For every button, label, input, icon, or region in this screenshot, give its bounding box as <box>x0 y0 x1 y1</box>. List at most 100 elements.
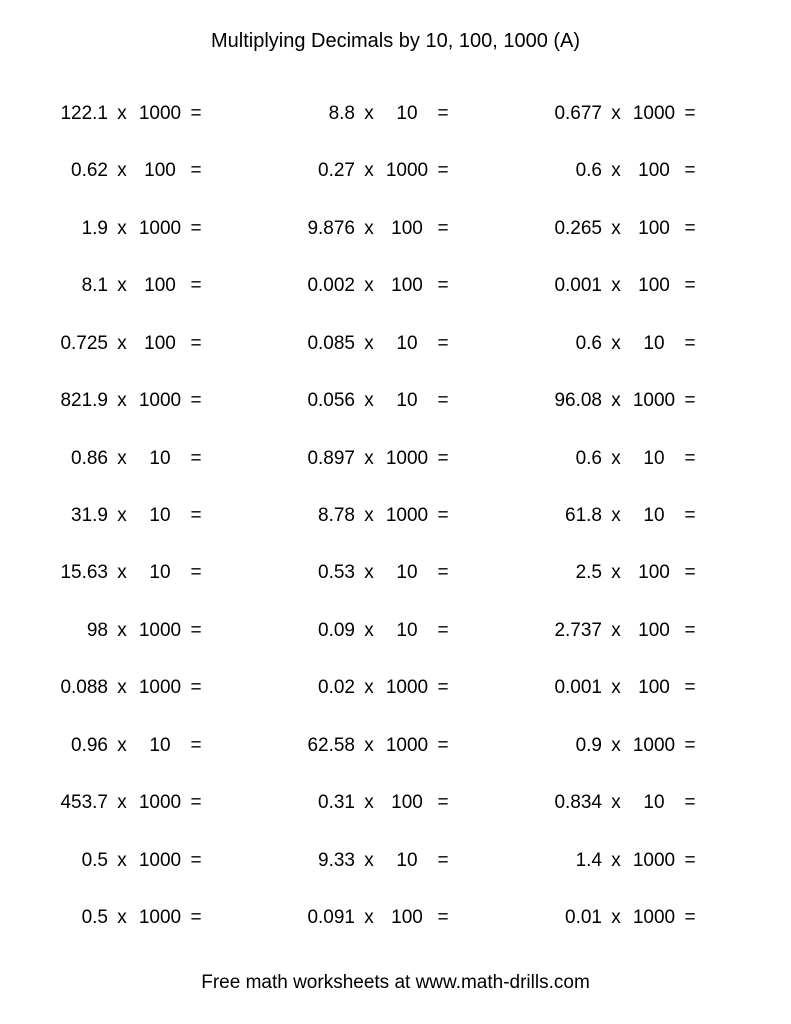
operand2: 1000 <box>383 505 431 527</box>
problem-29: 2.737x100= <box>544 602 741 659</box>
equals-symbol: = <box>184 103 208 125</box>
problem-0: 122.1x1000= <box>50 85 247 142</box>
operand2: 1000 <box>136 792 184 814</box>
equals-symbol: = <box>678 275 702 297</box>
equals-symbol: = <box>431 390 455 412</box>
operand2: 1000 <box>136 390 184 412</box>
operand1: 0.86 <box>50 448 108 470</box>
equals-symbol: = <box>431 333 455 355</box>
equals-symbol: = <box>678 907 702 929</box>
problem-1: 8.8x10= <box>297 85 494 142</box>
operand2: 100 <box>383 792 431 814</box>
equals-symbol: = <box>678 103 702 125</box>
operand1: 2.5 <box>544 562 602 584</box>
equals-symbol: = <box>184 677 208 699</box>
operand2: 1000 <box>630 103 678 125</box>
equals-symbol: = <box>184 333 208 355</box>
operand1: 9.876 <box>297 218 355 240</box>
equals-symbol: = <box>184 505 208 527</box>
operand2: 1000 <box>630 735 678 757</box>
operand2: 10 <box>383 620 431 642</box>
operand1: 98 <box>50 620 108 642</box>
times-symbol: x <box>108 275 136 297</box>
operand1: 0.001 <box>544 275 602 297</box>
equals-symbol: = <box>184 850 208 872</box>
problem-6: 1.9x1000= <box>50 200 247 257</box>
operand1: 0.091 <box>297 907 355 929</box>
problem-24: 15.63x10= <box>50 545 247 602</box>
equals-symbol: = <box>678 792 702 814</box>
times-symbol: x <box>602 103 630 125</box>
operand1: 122.1 <box>50 103 108 125</box>
times-symbol: x <box>602 850 630 872</box>
times-symbol: x <box>108 620 136 642</box>
operand1: 0.897 <box>297 448 355 470</box>
times-symbol: x <box>355 160 383 182</box>
operand1: 0.5 <box>50 850 108 872</box>
equals-symbol: = <box>184 390 208 412</box>
problem-26: 2.5x100= <box>544 545 741 602</box>
operand1: 15.63 <box>50 562 108 584</box>
times-symbol: x <box>355 850 383 872</box>
operand2: 1000 <box>136 907 184 929</box>
times-symbol: x <box>602 677 630 699</box>
operand2: 1000 <box>630 390 678 412</box>
operand2: 10 <box>136 448 184 470</box>
operand2: 10 <box>136 735 184 757</box>
operand1: 8.8 <box>297 103 355 125</box>
problem-33: 0.96x10= <box>50 717 247 774</box>
operand1: 61.8 <box>544 505 602 527</box>
equals-symbol: = <box>431 677 455 699</box>
problem-38: 0.834x10= <box>544 775 741 832</box>
operand2: 100 <box>383 275 431 297</box>
problem-35: 0.9x1000= <box>544 717 741 774</box>
operand1: 0.31 <box>297 792 355 814</box>
times-symbol: x <box>108 160 136 182</box>
operand2: 1000 <box>136 850 184 872</box>
times-symbol: x <box>108 505 136 527</box>
operand2: 100 <box>630 218 678 240</box>
problem-7: 9.876x100= <box>297 200 494 257</box>
operand2: 1000 <box>630 907 678 929</box>
times-symbol: x <box>602 333 630 355</box>
problem-40: 9.33x10= <box>297 832 494 889</box>
equals-symbol: = <box>184 275 208 297</box>
operand2: 10 <box>383 390 431 412</box>
equals-symbol: = <box>184 218 208 240</box>
operand2: 1000 <box>136 677 184 699</box>
problem-42: 0.5x1000= <box>50 890 247 947</box>
equals-symbol: = <box>678 735 702 757</box>
operand1: 0.09 <box>297 620 355 642</box>
problem-8: 0.265x100= <box>544 200 741 257</box>
operand2: 10 <box>136 505 184 527</box>
operand1: 0.62 <box>50 160 108 182</box>
times-symbol: x <box>355 275 383 297</box>
equals-symbol: = <box>678 218 702 240</box>
operand1: 0.056 <box>297 390 355 412</box>
equals-symbol: = <box>431 103 455 125</box>
problem-10: 0.002x100= <box>297 257 494 314</box>
problem-17: 96.08x1000= <box>544 372 741 429</box>
times-symbol: x <box>602 218 630 240</box>
problem-39: 0.5x1000= <box>50 832 247 889</box>
operand1: 0.677 <box>544 103 602 125</box>
operand2: 1000 <box>630 850 678 872</box>
equals-symbol: = <box>184 735 208 757</box>
problem-43: 0.091x100= <box>297 890 494 947</box>
times-symbol: x <box>355 390 383 412</box>
operand1: 0.088 <box>50 677 108 699</box>
equals-symbol: = <box>678 620 702 642</box>
problem-23: 61.8x10= <box>544 487 741 544</box>
times-symbol: x <box>602 620 630 642</box>
times-symbol: x <box>355 907 383 929</box>
operand1: 0.002 <box>297 275 355 297</box>
problem-22: 8.78x1000= <box>297 487 494 544</box>
times-symbol: x <box>355 792 383 814</box>
times-symbol: x <box>108 792 136 814</box>
operand2: 100 <box>136 333 184 355</box>
problem-12: 0.725x100= <box>50 315 247 372</box>
equals-symbol: = <box>678 562 702 584</box>
equals-symbol: = <box>431 160 455 182</box>
operand1: 0.01 <box>544 907 602 929</box>
operand2: 100 <box>630 677 678 699</box>
